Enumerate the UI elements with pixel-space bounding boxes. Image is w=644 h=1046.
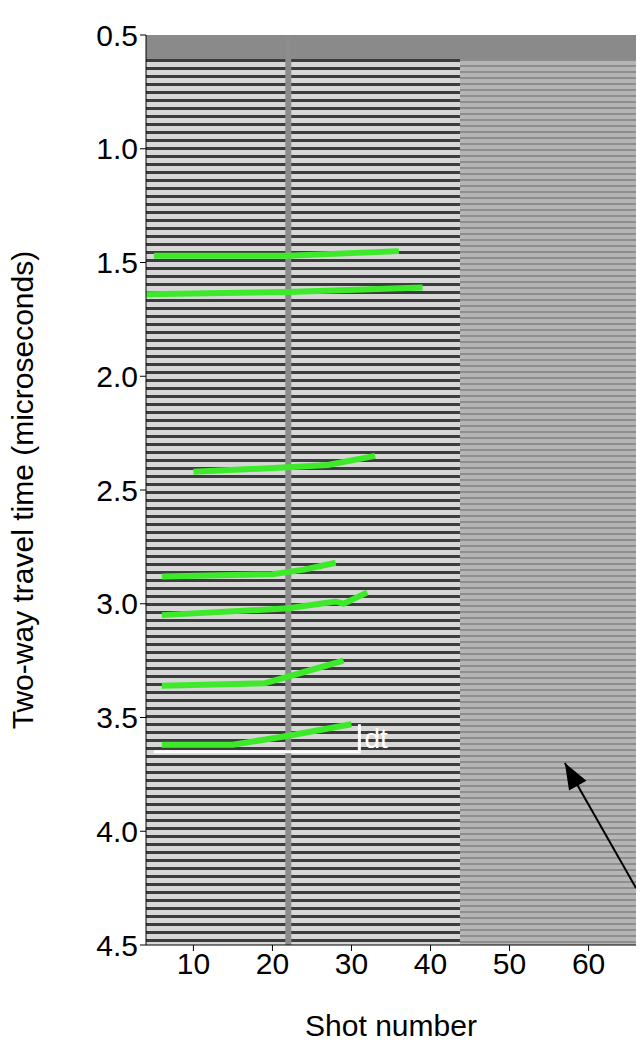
- svg-text:4.0: 4.0: [96, 815, 138, 848]
- svg-text:50: 50: [493, 947, 526, 980]
- svg-text:Shot number: Shot number: [305, 1009, 477, 1042]
- svg-text:20: 20: [256, 947, 289, 980]
- svg-text:3.0: 3.0: [96, 587, 138, 620]
- svg-text:0.5: 0.5: [96, 19, 138, 52]
- svg-text:10: 10: [177, 947, 210, 980]
- svg-text:dt: dt: [364, 723, 388, 754]
- svg-text:4.5: 4.5: [96, 929, 138, 962]
- svg-text:Two-way travel time (microseco: Two-way travel time (microseconds): [6, 251, 39, 729]
- svg-text:1.5: 1.5: [96, 246, 138, 279]
- svg-text:3.5: 3.5: [96, 701, 138, 734]
- svg-text:2.5: 2.5: [96, 474, 138, 507]
- svg-text:30: 30: [335, 947, 368, 980]
- svg-text:40: 40: [414, 947, 447, 980]
- svg-text:60: 60: [572, 947, 605, 980]
- svg-text:2.0: 2.0: [96, 360, 138, 393]
- svg-text:1.0: 1.0: [96, 132, 138, 165]
